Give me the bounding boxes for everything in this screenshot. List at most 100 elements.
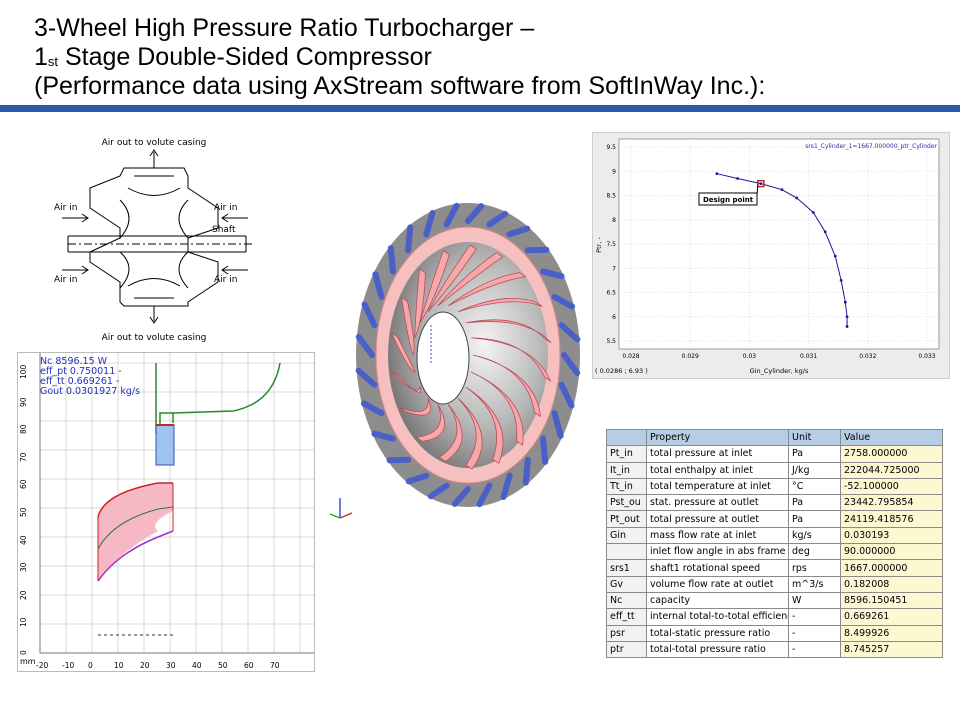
x-tick-label: 0 [88,661,93,670]
inner-blade [415,404,445,442]
cell-symbol: srs1 [606,559,647,577]
design-point-marker [757,179,765,188]
outer-blade [443,202,460,228]
data-point [843,300,847,304]
outer-blade [476,482,493,508]
cell-symbol [606,543,647,561]
cell-symbol: Pt_out [606,510,647,528]
inner-blade [447,272,527,307]
data-point [736,177,739,180]
y-tick-label: 9.5 [606,144,616,151]
data-point [839,278,843,282]
cell-value: -52.100000 [840,477,943,496]
schematic-bottom-label: Air out to volute casing [102,333,207,343]
inner-blade [437,252,504,307]
y-axis-label: Ptr, - [595,237,603,253]
table-row: psr total-static pressure ratio -8.499926 [606,624,943,642]
schematic-shaft-label: Shaft [212,225,236,235]
cell-unit: deg [788,543,841,561]
schematic-right-bottom-label: Air in [214,275,237,285]
schematic-left-top-label: Air in [54,203,77,213]
y-tick-label: 20 [19,590,28,600]
cell-unit: Pa [788,445,841,463]
data-point [833,254,837,258]
y-tick-label: 8.5 [606,193,616,200]
inner-blade [419,250,450,324]
compressor-schematic: Air out to volute casing Air out to volu… [54,138,254,343]
cell-property: mass flow rate at inlet [646,526,789,545]
data-point [780,188,784,192]
performance-chart: 0.028 0.029 0.03 0.031 0.032 0.033 9.5 9 8.5 8 7.5… [595,138,940,375]
inner-blade [457,298,543,313]
cell-value: 90.000000 [840,543,943,561]
inner-blade [471,337,552,383]
y-tick-label: 8 [612,217,616,224]
outer-blade [551,410,564,439]
outer-blade [551,293,576,310]
outer-blade [361,301,378,329]
cell-property: capacity [646,591,789,610]
inner-blade [465,386,504,464]
meridional-unit: mm [20,657,36,666]
schematic-left-bottom-label: Air in [54,275,77,285]
data-point [759,182,763,186]
data-point [715,172,719,176]
cell-value: 222044.725000 [840,461,943,479]
data-point [811,211,815,214]
schematic-right-top-label: Air in [214,203,237,213]
x-tick-label: 70 [270,661,280,670]
x-tick-label: 20 [140,661,150,670]
cell-unit: - [788,640,841,659]
table-row: srs1 shaft1 rotational speed rps 1667.00000… [606,559,943,577]
x-tick-label: 0.033 [918,353,935,360]
title-line-1: 3-Wheel High Pressure Ratio Turbocharger… [34,14,535,42]
table-row: It_in total enthalpy at inlet J/kg 222044.7… [606,461,943,479]
cell-property: stat. pressure at outlet [646,494,789,512]
inner-blade [465,319,552,344]
table-row: Nc capacity W 8596.150451 [606,591,943,610]
cell-property: internal total-to-total efficienc [646,608,789,626]
design-point-label: Design point [703,196,754,204]
cell-property: total-total pressure ratio [646,640,789,659]
x-tick-label: 0.032 [859,353,876,360]
data-point [823,230,827,234]
inner-blade [438,403,463,462]
y-tick-label: 7.5 [606,241,616,248]
cursor-readout: ( 0.0286 ; 6.93 ) [595,367,648,375]
inner-blade [472,354,541,418]
cell-symbol: Pt_in [606,445,647,463]
cell-unit: kg/s [788,526,841,545]
table-row: Pt_out total pressure at outlet Pa 24119.41… [606,510,943,528]
title-line-2: 1st Stage Double-Sided Compressor [34,43,432,71]
outer-blade [355,334,375,358]
outer-blade [465,203,485,224]
data-point [845,315,849,319]
cell-unit: °C [788,477,841,496]
table-row: eff_tt internal total-to-total efficienc -… [606,608,943,626]
impeller-3d-view [329,202,581,519]
y-tick-label: 70 [19,452,28,462]
cell-symbol: Gv [606,575,647,593]
outer-blade [355,367,378,388]
outer-blade [360,400,385,417]
y-tick-label: 5.5 [606,338,616,345]
cell-property: total temperature at inlet [646,477,789,496]
cell-value: 0.669261 [840,608,943,626]
cell-unit: m^3/s [788,575,841,593]
x-tick-label: -10 [62,661,75,670]
x-axis-label: Gin_Cylinder, kg/s [750,367,809,375]
cell-symbol: Gin [606,526,647,545]
axis-triad-icon [329,498,353,519]
outer-blade [451,486,471,507]
chart-title: srs1_Cylinder_1=1667.000000_ptr_Cylinder [805,143,937,150]
inner-blade [414,268,426,339]
design-point-callout: Design point [698,184,759,206]
cell-property: total pressure at inlet [646,445,789,463]
y-tick-label: 40 [19,535,28,545]
outer-blade [405,224,414,254]
cell-property: shaft1 rotational speed [646,559,789,577]
performance-chart-panel: 0.028 0.029 0.03 0.031 0.032 0.033 9.5 9 8.5 8 7.5… [592,132,950,379]
y-tick-label: 30 [19,562,28,573]
cell-value: 1667.000000 [840,559,943,577]
inner-blades [390,244,552,470]
